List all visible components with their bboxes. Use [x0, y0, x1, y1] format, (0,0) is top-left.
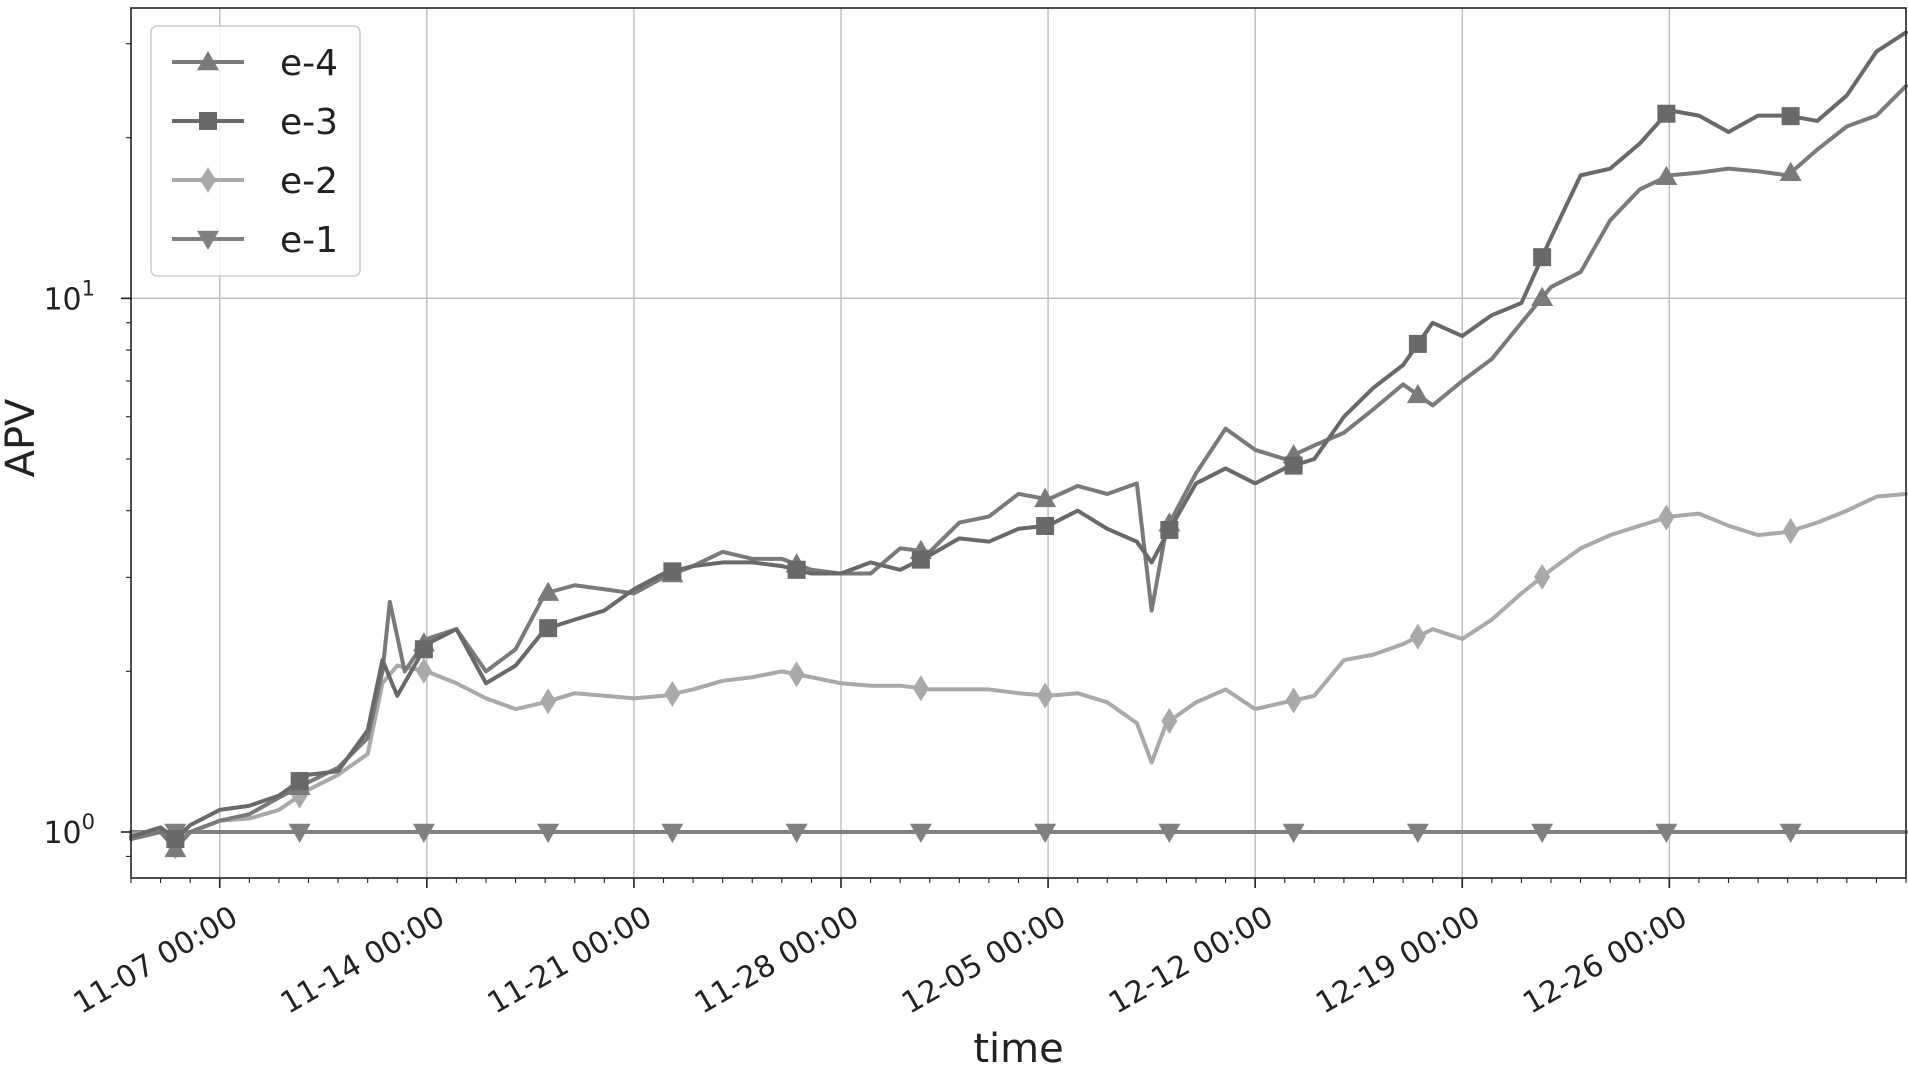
series-e-1-marker [1158, 823, 1181, 844]
series-e-2-line [129, 491, 1908, 849]
series-e-2-marker [415, 657, 432, 684]
series-e-2-marker [1782, 517, 1799, 544]
x-tick-label: 11-07 00:00 [68, 899, 244, 1021]
series-e-1-marker [1282, 823, 1305, 844]
series-e-3-marker [911, 550, 930, 569]
series-e-3-marker [1533, 248, 1552, 267]
series-e-4 [129, 83, 1908, 858]
series-e-2-marker [1161, 707, 1178, 734]
x-tick-label: 12-19 00:00 [1310, 899, 1486, 1021]
x-tick-label: 11-21 00:00 [482, 899, 658, 1021]
series-e-4-marker [1406, 383, 1429, 404]
x-tick-label: 11-14 00:00 [275, 899, 451, 1021]
series-e-2-marker [664, 680, 681, 707]
legend-label: e-2 [280, 161, 338, 202]
legend-item: e-4 [172, 43, 338, 84]
series-e-3-marker [539, 619, 558, 638]
series-group [129, 30, 1908, 860]
legend-box [150, 25, 361, 277]
series-e-4-marker [1779, 161, 1802, 182]
series-e-3-marker [663, 562, 682, 581]
series-e-1-marker [537, 823, 560, 844]
y-tick-label: 100 [43, 810, 95, 851]
y-tick-label: 101 [43, 276, 95, 317]
legend-swatch-marker [197, 51, 219, 71]
legend-item: e-3 [172, 102, 338, 143]
legend-item: e-1 [172, 220, 338, 261]
series-e-4-marker [537, 581, 560, 601]
series-e-3-marker [290, 772, 309, 791]
series-e-1-marker [1655, 823, 1678, 844]
series-e-3-marker [1284, 456, 1303, 475]
series-e-1-marker [1531, 823, 1554, 844]
legend-label: e-3 [280, 102, 338, 143]
x-axis: 11-07 00:00 11-14 00:00 11-21 00:00 11-28 0… [68, 878, 1907, 1021]
series-e-3-marker [1160, 520, 1179, 539]
x-tick-label: 12-12 00:00 [1103, 899, 1279, 1021]
series-e-1-marker [1779, 823, 1802, 844]
legend-swatch-marker [199, 112, 217, 130]
series-e-2-marker [1285, 687, 1302, 714]
series-e-3-marker [787, 560, 806, 579]
series-e-4-marker [1034, 487, 1057, 508]
y-tick-exponent: 1 [82, 276, 95, 300]
series-e-1-marker [661, 823, 684, 844]
legend-label: e-4 [280, 43, 338, 84]
series-e-3-marker [1657, 104, 1676, 123]
x-axis-title: time [973, 1026, 1063, 1072]
series-e-2-marker [912, 675, 929, 702]
series-e-3-marker [166, 830, 185, 849]
series-e-1-marker [909, 823, 932, 844]
series-e-1 [129, 823, 1908, 844]
series-e-2 [129, 491, 1908, 860]
series-e-2-marker [1037, 682, 1054, 709]
series-e-3 [129, 30, 1908, 849]
series-e-4-marker [1531, 286, 1554, 307]
legend-label: e-1 [280, 220, 338, 261]
y-tick-base: 10 [43, 282, 81, 317]
series-e-2-marker [788, 661, 805, 688]
grid [131, 8, 1906, 878]
series-e-3-marker [1781, 107, 1800, 126]
series-e-2-marker [1534, 563, 1551, 590]
y-tick-exponent: 0 [82, 810, 95, 834]
y-tick-base: 10 [43, 816, 81, 851]
series-e-2-marker [540, 688, 557, 715]
series-e-3-marker [1036, 516, 1055, 535]
series-e-2-marker [1409, 623, 1426, 650]
x-tick-label: 12-26 00:00 [1517, 899, 1693, 1021]
series-e-1-marker [785, 823, 808, 844]
series-e-1-marker [1406, 823, 1429, 844]
series-e-3-line [129, 30, 1908, 842]
plot-frame [130, 7, 1907, 879]
legend: e-4 e-3 e-2 e-1 [150, 25, 361, 277]
y-axis-title: APV [0, 398, 44, 477]
series-e-1-marker [412, 823, 435, 844]
series-e-4-line [129, 83, 1908, 851]
series-e-4-marker [1655, 165, 1678, 186]
x-tick-label: 11-28 00:00 [689, 899, 865, 1021]
series-e-1-marker [1034, 823, 1057, 844]
legend-swatch-marker [197, 230, 219, 250]
series-e-2-marker [1658, 504, 1675, 531]
legend-item: e-2 [172, 161, 338, 202]
series-e-1-marker [288, 823, 311, 844]
series-e-3-marker [1408, 334, 1427, 353]
x-tick-label: 12-05 00:00 [896, 899, 1072, 1021]
series-e-3-marker [414, 640, 433, 659]
legend-swatch-marker [200, 167, 216, 193]
